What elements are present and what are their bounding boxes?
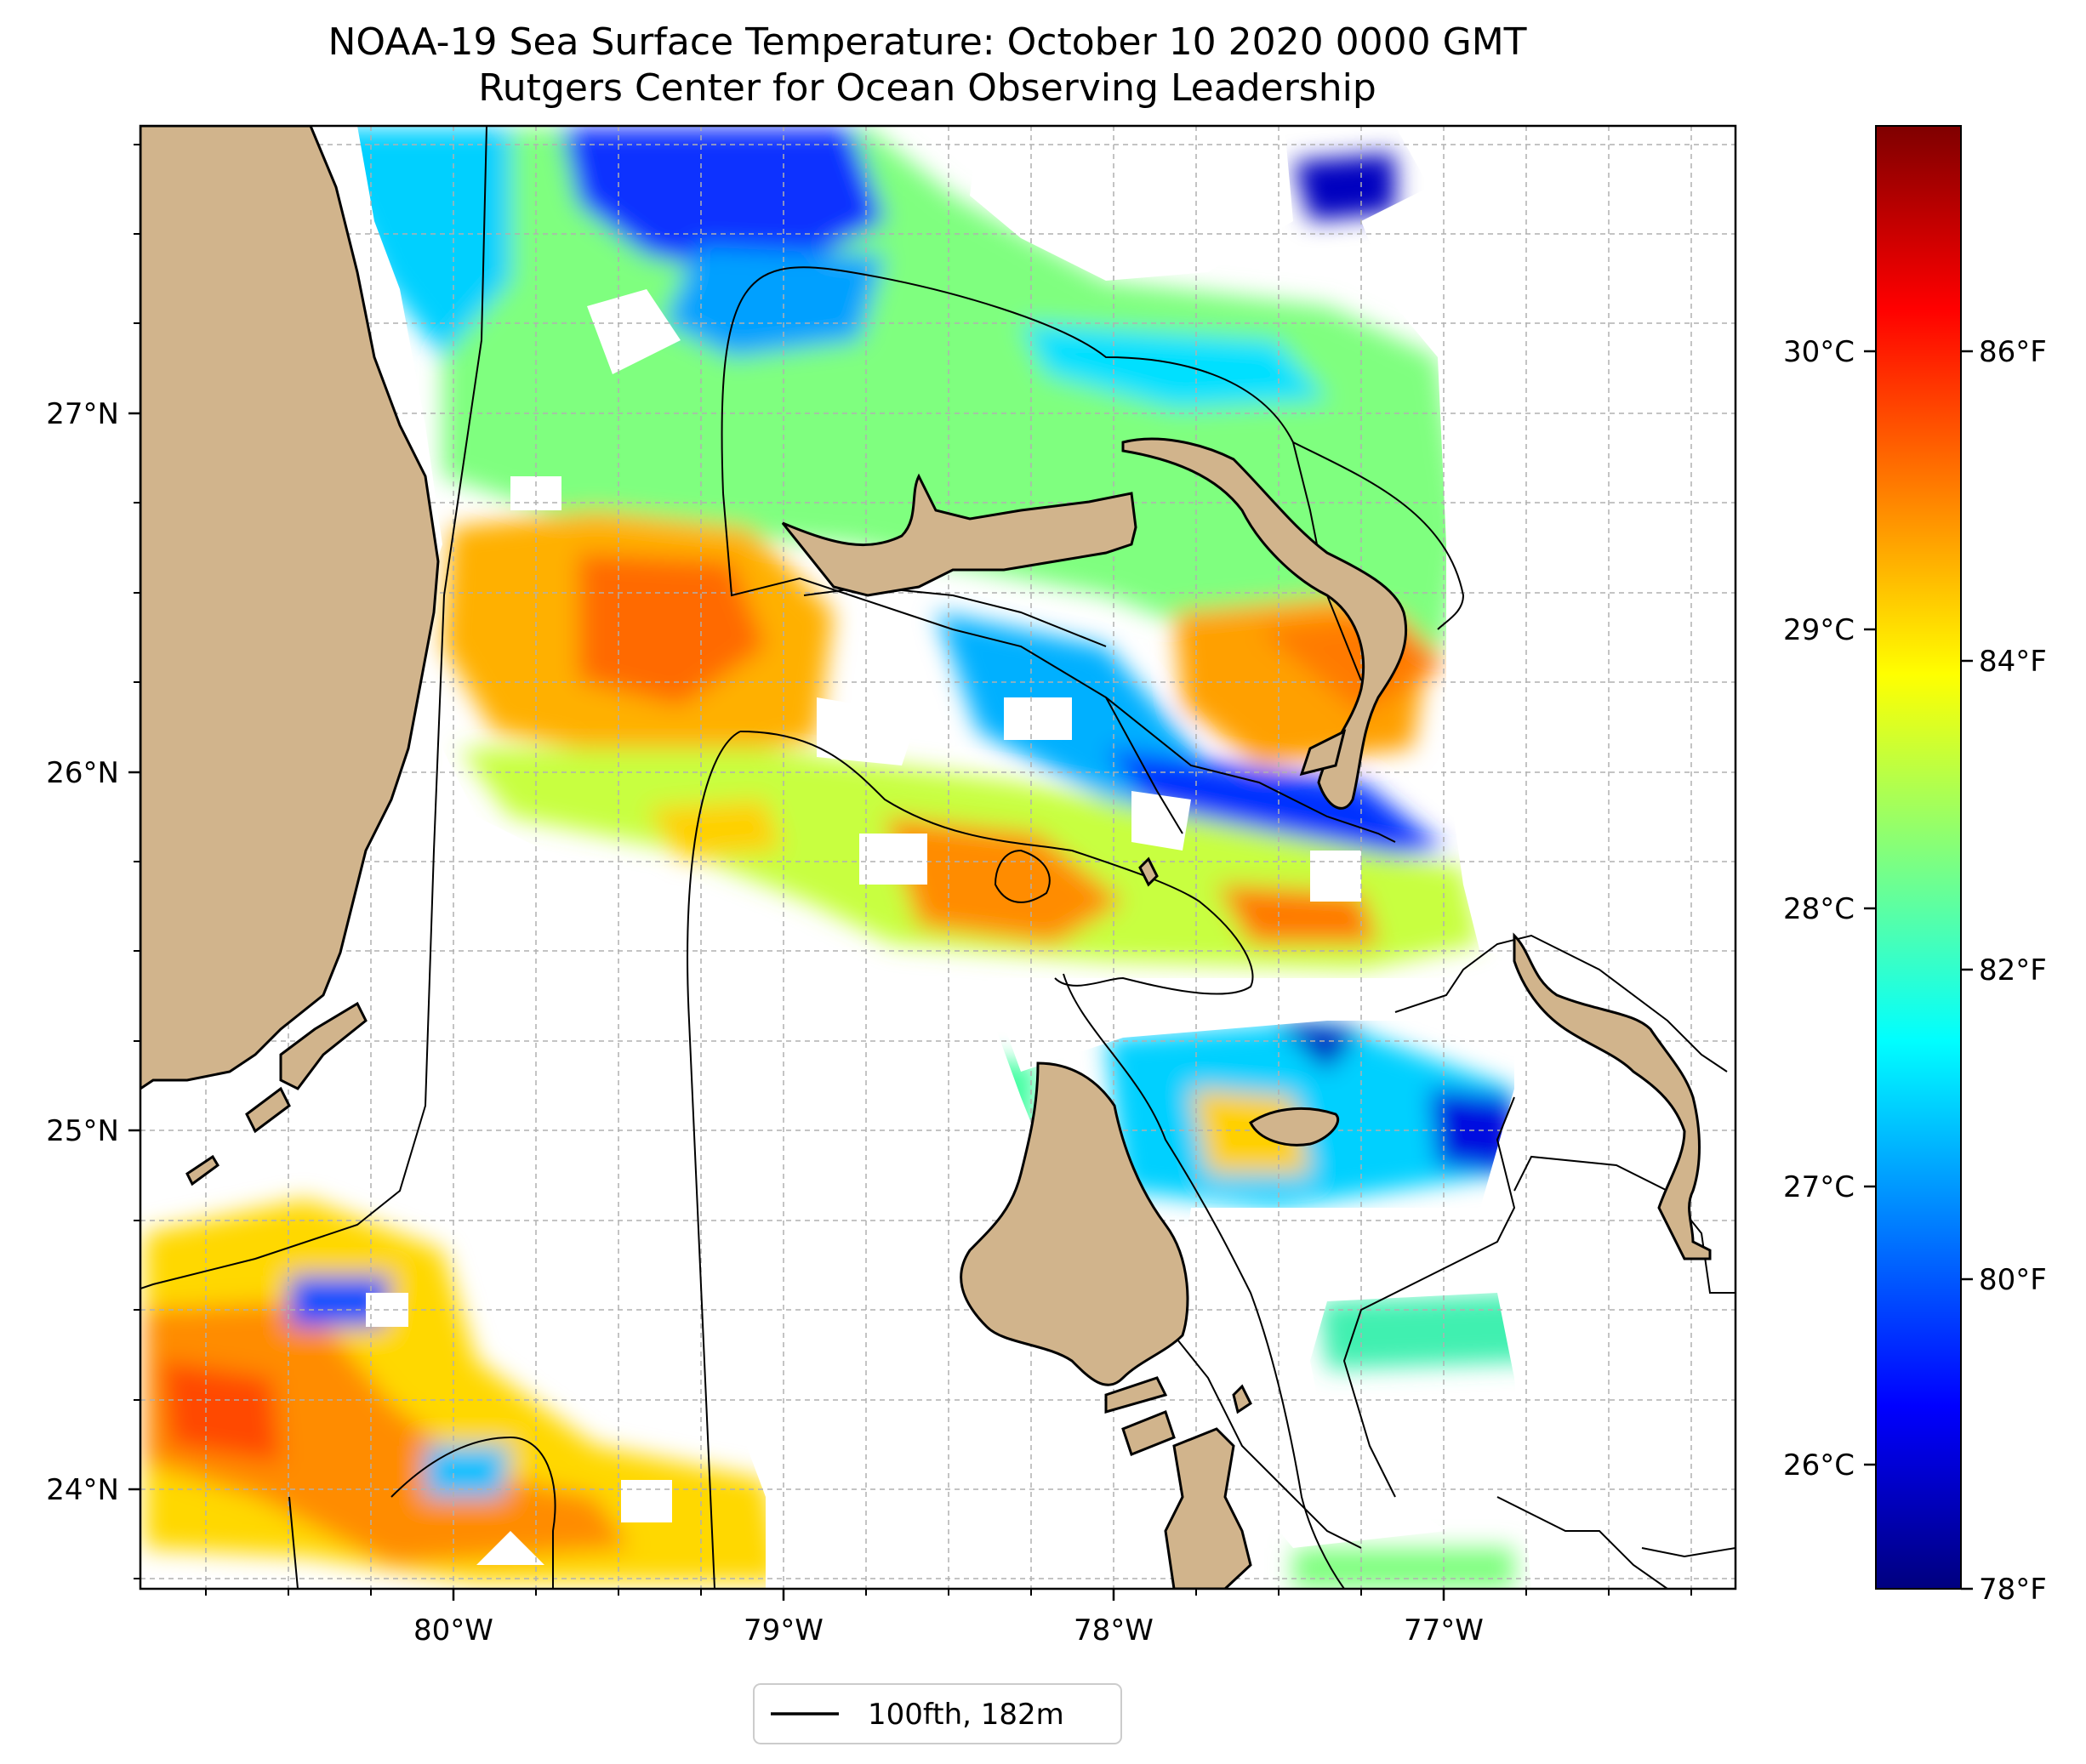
lon-tick-label: 79°W xyxy=(744,1613,824,1647)
lon-tick-label: 80°W xyxy=(413,1613,493,1647)
colorbar-celsius-label: 28°C xyxy=(1783,892,1855,926)
colorbar-celsius-label: 27°C xyxy=(1783,1170,1855,1204)
map-panel xyxy=(140,126,1735,1589)
lat-tick-label: 27°N xyxy=(46,397,119,431)
lon-tick-label: 78°W xyxy=(1074,1613,1154,1647)
colorbar-fahrenheit-label: 84°F xyxy=(1979,645,2047,679)
legend-label: 100fth, 182m xyxy=(868,1698,1064,1732)
colorbar-celsius-label: 30°C xyxy=(1783,335,1855,369)
lat-tick-label: 25°N xyxy=(46,1114,119,1148)
colorbar-fahrenheit-label: 82°F xyxy=(1979,953,2047,987)
land-masses xyxy=(140,126,1712,1589)
colorbar-fahrenheit-label: 78°F xyxy=(1979,1573,2047,1607)
map-frame xyxy=(139,124,1737,1590)
lon-tick-label: 77°W xyxy=(1404,1613,1484,1647)
lat-tick-label: 24°N xyxy=(46,1473,119,1507)
legend: 100fth, 182m xyxy=(753,1683,1122,1744)
colorbar-fahrenheit-label: 80°F xyxy=(1979,1263,2047,1297)
legend-box xyxy=(753,1683,1122,1744)
minor-ticks xyxy=(134,144,1692,1596)
colorbar-fahrenheit-label: 86°F xyxy=(1979,335,2047,369)
colorbar-celsius-label: 26°C xyxy=(1783,1448,1855,1482)
title-line-2: Rutgers Center for Ocean Observing Leade… xyxy=(478,66,1376,110)
colorbar-scale xyxy=(1875,125,1962,1590)
title-line-1: NOAA-19 Sea Surface Temperature: October… xyxy=(328,20,1526,64)
sst-field xyxy=(145,128,1548,1589)
colorbar-celsius-label: 29°C xyxy=(1783,613,1855,647)
major-ticks xyxy=(128,412,1445,1601)
colorbar: 30°C 29°C 28°C 27°C 26°C 86°F 84°F 82°F … xyxy=(1783,125,2047,1607)
lat-tick-label: 26°N xyxy=(46,756,119,790)
